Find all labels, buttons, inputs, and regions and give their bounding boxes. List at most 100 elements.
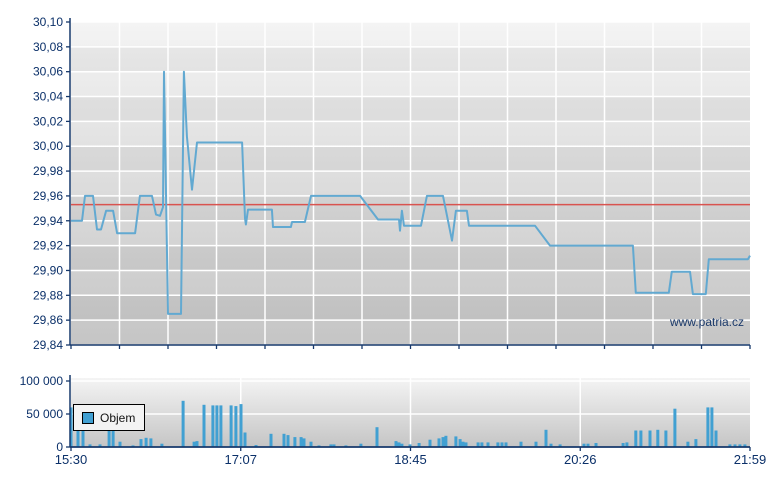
price-y-tick-label: 29,86 bbox=[33, 313, 63, 327]
volume-bar bbox=[738, 444, 742, 447]
volume-bar bbox=[648, 430, 652, 447]
volume-bar bbox=[686, 441, 690, 447]
volume-bar bbox=[544, 429, 548, 447]
price-y-tick-label: 30,02 bbox=[33, 114, 63, 128]
x-axis-time-label: 17:07 bbox=[224, 452, 257, 467]
price-y-tick-label: 29,96 bbox=[33, 189, 63, 203]
volume-bar bbox=[743, 444, 747, 447]
volume-bar bbox=[88, 444, 92, 447]
volume-bar bbox=[504, 442, 508, 447]
volume-legend-label: Objem bbox=[100, 410, 136, 425]
volume-bar bbox=[118, 441, 122, 447]
volume-bar bbox=[476, 442, 480, 447]
volume-bar bbox=[534, 441, 538, 447]
volume-bar bbox=[710, 407, 714, 447]
volume-bar bbox=[144, 437, 148, 447]
volume-y-tick-label: 0 bbox=[56, 440, 63, 454]
volume-bar bbox=[586, 443, 590, 447]
price-y-tick-label: 30,10 bbox=[33, 15, 63, 29]
volume-bar bbox=[299, 437, 303, 447]
price-y-tick-label: 30,08 bbox=[33, 40, 63, 54]
price-y-tick-label: 30,06 bbox=[33, 65, 63, 79]
volume-legend: Objem bbox=[73, 404, 145, 431]
volume-bar bbox=[519, 441, 523, 447]
x-axis-time-label: 18:45 bbox=[394, 452, 427, 467]
price-y-tick-label: 29,94 bbox=[33, 214, 63, 228]
volume-bar bbox=[269, 433, 273, 447]
volume-bar bbox=[302, 438, 306, 447]
volume-bar bbox=[309, 441, 313, 447]
volume-bar bbox=[160, 443, 164, 447]
volume-bar bbox=[408, 444, 412, 447]
price-y-tick-label: 29,90 bbox=[33, 263, 63, 277]
price-plot: 30,10 30,08 30,06 30,04 30,02 30,00 29,98 29,96… bbox=[33, 15, 751, 352]
volume-bar bbox=[461, 441, 465, 447]
volume-bar bbox=[733, 444, 737, 447]
price-y-tick-label: 29,84 bbox=[33, 338, 63, 352]
volume-bar bbox=[673, 408, 677, 447]
volume-bar bbox=[293, 437, 297, 447]
volume-bar bbox=[69, 407, 73, 447]
volume-bar bbox=[694, 439, 698, 447]
watermark: www.patria.cz bbox=[669, 315, 744, 329]
volume-bar bbox=[329, 444, 333, 447]
volume-bar bbox=[656, 429, 660, 447]
volume-bar bbox=[464, 442, 468, 447]
volume-bar bbox=[282, 433, 286, 447]
price-y-tick-label: 29,98 bbox=[33, 164, 63, 178]
volume-bar bbox=[728, 444, 732, 447]
volume-bar bbox=[454, 436, 458, 447]
volume-bar bbox=[111, 425, 115, 447]
volume-bar bbox=[394, 441, 398, 447]
volume-bar bbox=[582, 443, 586, 447]
volume-y-tick-label: 100 000 bbox=[20, 374, 64, 388]
volume-bar bbox=[706, 407, 710, 447]
volume-bar bbox=[202, 404, 206, 447]
volume-bar bbox=[437, 438, 441, 447]
price-line bbox=[71, 70, 751, 315]
volume-bar bbox=[714, 430, 718, 447]
volume-bar bbox=[229, 405, 233, 447]
volume-bar bbox=[149, 438, 153, 447]
volume-bar bbox=[441, 437, 445, 447]
volume-bar bbox=[243, 432, 247, 447]
volume-bar bbox=[181, 400, 185, 447]
volume-bar bbox=[500, 442, 504, 447]
volume-bar bbox=[98, 444, 102, 447]
volume-bar bbox=[139, 439, 143, 447]
volume-bar bbox=[219, 405, 223, 447]
x-axis-time-label: 21:59 bbox=[734, 452, 767, 467]
volume-series-marker bbox=[82, 411, 94, 424]
volume-bar bbox=[664, 430, 668, 447]
volume-plot: 100 000 50 000 015:30 17:07 18:45 20:26 21:59 bbox=[20, 374, 767, 467]
price-y-tick-label: 29,92 bbox=[33, 239, 63, 253]
volume-bar bbox=[458, 439, 462, 447]
volume-bar bbox=[549, 443, 553, 447]
volume-bar bbox=[359, 443, 363, 447]
price-y-tick-label: 30,00 bbox=[33, 139, 63, 153]
volume-bar bbox=[639, 430, 643, 447]
volume-bar bbox=[234, 406, 238, 447]
price-y-tick-label: 29,88 bbox=[33, 288, 63, 302]
volume-bar bbox=[625, 442, 629, 447]
volume-bar bbox=[621, 443, 625, 447]
price-y-tick-label: 30,04 bbox=[33, 90, 63, 104]
volume-y-tick-label: 50 000 bbox=[26, 407, 63, 421]
volume-bar bbox=[486, 442, 490, 447]
volume-bar bbox=[192, 441, 196, 447]
volume-bar bbox=[594, 443, 598, 447]
volume-bar bbox=[444, 435, 448, 447]
volume-bar bbox=[195, 441, 199, 447]
volume-bar bbox=[634, 430, 638, 447]
x-axis-time-label: 20:26 bbox=[564, 452, 597, 467]
x-axis-time-label: 15:30 bbox=[55, 452, 88, 467]
volume-bar bbox=[332, 444, 336, 447]
volume-bar bbox=[428, 439, 432, 447]
volume-bar bbox=[480, 442, 484, 447]
volume-bar bbox=[496, 442, 500, 447]
volume-bar bbox=[239, 404, 243, 447]
volume-bar bbox=[211, 405, 215, 447]
volume-bar bbox=[254, 445, 258, 447]
